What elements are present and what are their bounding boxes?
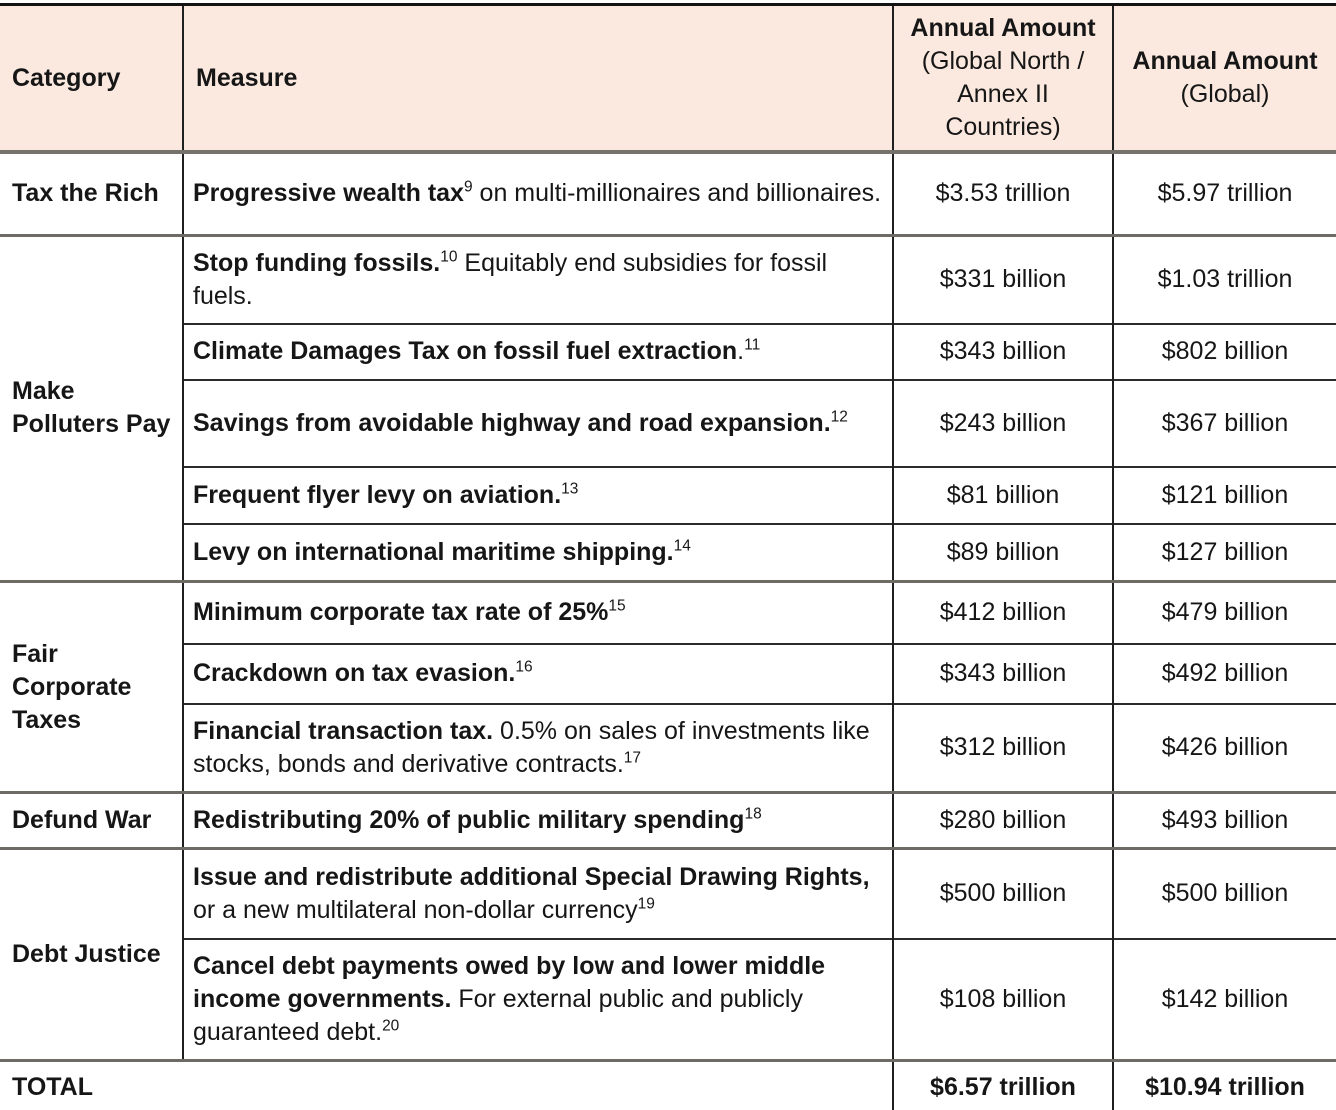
header-amount-global: Annual Amount (Global): [1112, 4, 1336, 154]
table-row: Financial transaction tax. 0.5% on sales…: [0, 702, 1336, 793]
table-row: Frequent flyer levy on aviation.13 $81 b…: [0, 465, 1336, 524]
total-amount-global: $10.94 trillion: [1112, 1058, 1336, 1110]
amount-global-cell: $802 billion: [1112, 322, 1336, 380]
header-row: Category Measure Annual Amount (Global N…: [0, 4, 1336, 154]
table-row: Crackdown on tax evasion.16 $343 billion…: [0, 642, 1336, 704]
header-amount-north: Annual Amount (Global North / Annex II C…: [892, 4, 1113, 154]
table-row: Tax the Rich Progressive wealth tax9 on …: [0, 152, 1336, 235]
table-row: Fair Corporate Taxes Minimum corporate t…: [0, 580, 1336, 793]
measure-cell: Progressive wealth tax9 on multi-million…: [182, 152, 893, 235]
amount-north-cell: $280 billion: [892, 791, 1113, 849]
table-row: Climate Damages Tax on fossil fuel extra…: [0, 322, 1336, 380]
header-amount-global-title: Annual Amount: [1132, 47, 1318, 75]
total-amount-north: $6.57 trillion: [892, 1058, 1113, 1110]
measure-cell: Levy on international maritime shipping.…: [182, 522, 893, 582]
amount-global-cell: $5.97 trillion: [1112, 152, 1336, 235]
amount-global-cell: $479 billion: [1112, 580, 1336, 644]
measure-cell: Issue and redistribute additional Specia…: [182, 847, 893, 939]
category-cell: Fair Corporate Taxes: [0, 580, 183, 793]
category-cell: Make Polluters Pay: [0, 233, 183, 582]
header-category: Category: [0, 4, 183, 154]
amount-north-cell: $3.53 trillion: [892, 152, 1113, 235]
amount-north-cell: $412 billion: [892, 580, 1113, 644]
amount-north-cell: $331 billion: [892, 233, 1113, 324]
category-cell: Tax the Rich: [12, 179, 159, 208]
amount-global-cell: $426 billion: [1112, 702, 1336, 793]
measure-cell: Financial transaction tax. 0.5% on sales…: [182, 702, 893, 793]
amount-global-cell: $1.03 trillion: [1112, 233, 1336, 324]
measure-cell: Cancel debt payments owed by low and low…: [182, 937, 893, 1060]
total-label: TOTAL: [0, 1058, 893, 1110]
amount-global-cell: $127 billion: [1112, 522, 1336, 582]
header-amount-north-subtitle: (Global North / Annex II Countries): [921, 47, 1085, 141]
amount-north-cell: $243 billion: [892, 378, 1113, 467]
amount-north-cell: $108 billion: [892, 937, 1113, 1060]
table-body: Tax the Rich Progressive wealth tax9 on …: [0, 152, 1336, 1110]
amount-global-cell: $367 billion: [1112, 378, 1336, 467]
amount-global-cell: $142 billion: [1112, 937, 1336, 1060]
measure-cell: Stop funding fossils.10 Equitably end su…: [182, 233, 893, 324]
amount-north-cell: $343 billion: [892, 322, 1113, 380]
table-row: Defund War Redistributing 20% of public …: [0, 791, 1336, 849]
measure-cell: Climate Damages Tax on fossil fuel extra…: [182, 322, 893, 380]
measure-cell: Savings from avoidable highway and road …: [182, 378, 893, 467]
amount-global-cell: $493 billion: [1112, 791, 1336, 849]
header-amount-north-title: Annual Amount: [910, 14, 1096, 42]
category-cell: Debt Justice: [0, 847, 183, 1060]
table-row: Make Polluters Pay Stop funding fossils.…: [0, 233, 1336, 582]
table-row: Debt Justice Issue and redistribute addi…: [0, 847, 1336, 1060]
amount-global-cell: $121 billion: [1112, 465, 1336, 524]
table-row: Levy on international maritime shipping.…: [0, 522, 1336, 582]
measure-cell: Frequent flyer levy on aviation.13: [182, 465, 893, 524]
climate-finance-table: Category Measure Annual Amount (Global N…: [0, 3, 1336, 1110]
table-row: Savings from avoidable highway and road …: [0, 378, 1336, 467]
table-header: Category Measure Annual Amount (Global N…: [0, 4, 1336, 154]
total-row: TOTAL $6.57 trillion $10.94 trillion: [0, 1058, 1336, 1110]
amount-north-cell: $312 billion: [892, 702, 1113, 793]
measure-cell: Crackdown on tax evasion.16: [182, 642, 893, 704]
category-cell: Defund War: [0, 791, 183, 849]
amount-north-cell: $81 billion: [892, 465, 1113, 524]
header-amount-global-subtitle: (Global): [1180, 80, 1270, 108]
measure-cell: Minimum corporate tax rate of 25%15: [182, 580, 893, 644]
amount-global-cell: $500 billion: [1112, 847, 1336, 939]
measure-cell: Redistributing 20% of public military sp…: [182, 791, 893, 849]
amount-north-cell: $89 billion: [892, 522, 1113, 582]
amount-global-cell: $492 billion: [1112, 642, 1336, 704]
amount-north-cell: $343 billion: [892, 642, 1113, 704]
header-measure: Measure: [182, 4, 893, 154]
table-row: Cancel debt payments owed by low and low…: [0, 937, 1336, 1060]
amount-north-cell: $500 billion: [892, 847, 1113, 939]
